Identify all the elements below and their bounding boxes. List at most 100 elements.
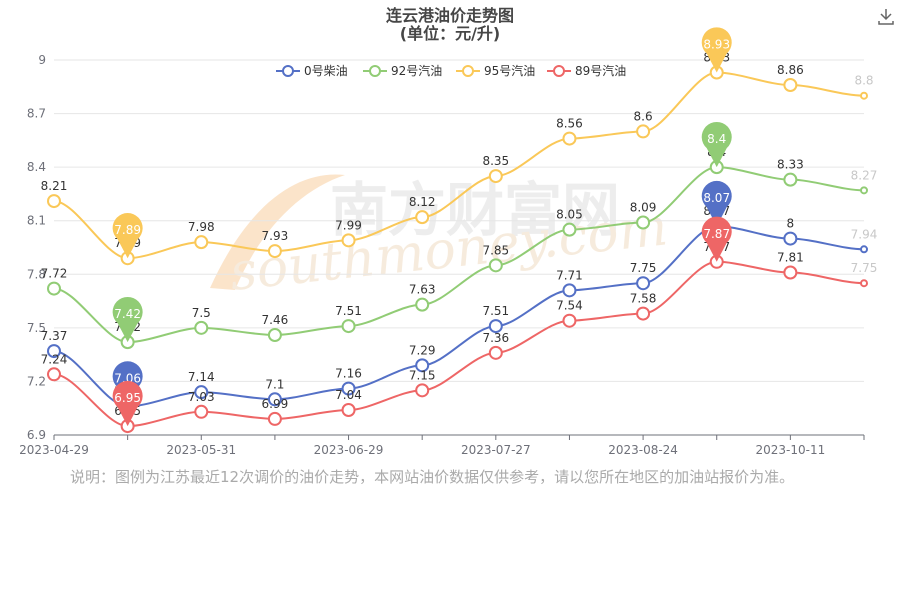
data-point <box>783 265 798 280</box>
data-point <box>194 385 209 400</box>
data-label: 8.56 <box>556 117 583 131</box>
data-label: 7.72 <box>41 267 68 281</box>
data-point <box>415 358 430 373</box>
series: 8.21 7.89 7.98 7.93 7.99 8.12 8.35 8.56 8.6 8.93 8… <box>41 27 874 266</box>
data-label: 8.09 <box>630 201 657 215</box>
pin-marker: 8.07 <box>701 180 732 227</box>
data-point <box>636 215 651 230</box>
data-label: 8.33 <box>777 158 804 172</box>
data-label: 8.05 <box>556 208 583 222</box>
y-tick-label: 9 <box>38 53 46 67</box>
data-label: 7.54 <box>556 299 583 313</box>
legend-label: 92号汽油 <box>391 63 442 78</box>
pin-label: 8.4 <box>707 132 726 146</box>
data-label: 8.21 <box>41 179 68 193</box>
y-tick-label: 8.7 <box>27 107 46 121</box>
data-point <box>267 244 282 259</box>
data-point <box>488 258 503 273</box>
data-label: 7.51 <box>482 304 509 318</box>
data-point <box>783 231 798 246</box>
legend-item: 89号汽油 <box>547 63 626 78</box>
data-point <box>562 283 577 298</box>
data-label: 8.12 <box>409 195 436 209</box>
chart-subtitle: (单位：元/升) <box>400 24 500 43</box>
data-point <box>783 172 798 187</box>
data-label: 6.99 <box>262 397 289 411</box>
data-point <box>488 319 503 334</box>
pin-shape <box>701 27 732 73</box>
pin-shape <box>112 380 143 427</box>
data-label: 7.94 <box>851 227 878 241</box>
data-label: 7.58 <box>630 292 657 306</box>
legend-item: 95号汽油 <box>456 63 535 78</box>
y-tick-label: 7.5 <box>27 321 46 335</box>
data-label: 8.8 <box>854 74 873 88</box>
data-label: 7.46 <box>262 313 289 327</box>
pin-shape <box>701 121 732 168</box>
pin-shape <box>112 213 143 259</box>
data-point <box>562 131 577 146</box>
data-point <box>194 404 209 419</box>
data-point <box>267 411 282 426</box>
data-label: 7.75 <box>630 261 657 275</box>
data-label: 7.04 <box>335 388 362 402</box>
data-point <box>47 367 61 382</box>
data-label: 8 <box>787 217 795 231</box>
data-label: 7.14 <box>188 370 215 384</box>
data-label: 8.35 <box>482 154 509 168</box>
data-point <box>860 91 868 100</box>
pin-marker: 7.42 <box>112 296 143 343</box>
x-tick-label: 2023-06-29 <box>314 443 384 457</box>
data-point <box>636 276 651 291</box>
legend-label: 0号柴油 <box>304 64 348 78</box>
data-point <box>47 194 61 209</box>
data-label: 7.15 <box>409 368 436 382</box>
data-label: 7.36 <box>482 331 509 345</box>
data-point <box>415 383 430 398</box>
data-label: 7.24 <box>41 352 68 366</box>
legend-label: 89号汽油 <box>575 63 626 78</box>
data-point <box>562 222 577 237</box>
data-point <box>415 210 430 225</box>
x-tick-label: 2023-05-31 <box>166 443 236 457</box>
data-point <box>860 186 868 195</box>
data-label: 8.6 <box>634 109 653 123</box>
legend-marker <box>553 65 565 77</box>
data-point <box>341 233 356 248</box>
data-point <box>47 344 61 359</box>
data-label: 7.03 <box>188 390 215 404</box>
data-point <box>488 345 503 360</box>
data-point <box>562 313 577 328</box>
pin-label: 7.89 <box>114 223 141 237</box>
watermark-swoosh <box>210 174 345 290</box>
data-point <box>267 392 282 407</box>
chart-title: 连云港油价走势图 <box>386 6 514 25</box>
data-point <box>194 235 209 250</box>
y-tick-label: 8.4 <box>27 160 46 174</box>
legend-marker <box>282 65 294 77</box>
legend-label: 95号汽油 <box>484 63 535 78</box>
data-label: 7.75 <box>851 261 878 275</box>
x-tick-label: 2023-08-24 <box>608 443 678 457</box>
data-point <box>267 328 282 342</box>
series: 7.72 7.42 7.5 7.46 7.51 7.63 7.85 8.05 8.09 8.4 8.… <box>41 121 877 350</box>
data-label: 7.98 <box>188 220 215 234</box>
series: 7.37 7.06 7.14 7.1 7.16 7.29 7.51 7.71 7.75 8.07 8… <box>41 180 878 414</box>
series-line <box>53 260 865 428</box>
pin-label: 7.87 <box>703 227 730 241</box>
pin-label: 8.07 <box>703 191 730 205</box>
legend-item: 92号汽油 <box>363 63 442 78</box>
data-label: 7.1 <box>265 377 284 391</box>
data-point <box>860 279 868 288</box>
pin-marker: 7.89 <box>112 213 143 259</box>
data-point <box>341 403 356 417</box>
pin-marker: 8.93 <box>701 27 732 73</box>
data-point <box>341 381 356 396</box>
data-point <box>488 169 503 184</box>
data-label: 7.37 <box>41 329 68 343</box>
pin-marker: 8.4 <box>701 121 732 168</box>
download-icon[interactable] <box>876 6 896 26</box>
data-label: 7.51 <box>335 304 362 318</box>
data-point <box>415 297 430 312</box>
